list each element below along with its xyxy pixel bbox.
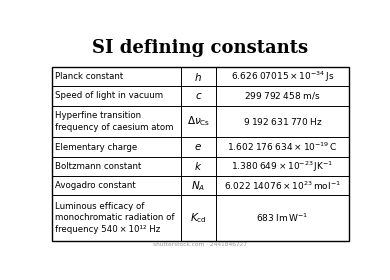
Text: Elementary charge: Elementary charge bbox=[55, 143, 138, 151]
Text: Speed of light in vacuum: Speed of light in vacuum bbox=[55, 92, 163, 101]
Text: shutterstock.com · 2441846727: shutterstock.com · 2441846727 bbox=[153, 242, 247, 247]
Bar bbox=[52, 67, 349, 241]
Text: $9\;192\;631\;770\;\mathrm{Hz}$: $9\;192\;631\;770\;\mathrm{Hz}$ bbox=[243, 116, 323, 127]
Text: $6.022\;14076 \times 10^{23}\,\mathrm{mol^{-1}}$: $6.022\;14076 \times 10^{23}\,\mathrm{mo… bbox=[224, 179, 341, 192]
Text: $K_{\mathrm{cd}}$: $K_{\mathrm{cd}}$ bbox=[190, 211, 207, 225]
Text: Avogadro constant: Avogadro constant bbox=[55, 181, 136, 190]
Text: $299\;792\;458\;\mathrm{m/s}$: $299\;792\;458\;\mathrm{m/s}$ bbox=[244, 90, 321, 101]
Text: SI defining constants: SI defining constants bbox=[92, 39, 308, 57]
Text: Boltzmann constant: Boltzmann constant bbox=[55, 162, 142, 171]
Text: $683\;\mathrm{lm\,W^{-1}}$: $683\;\mathrm{lm\,W^{-1}}$ bbox=[257, 212, 308, 224]
Text: $k$: $k$ bbox=[194, 160, 202, 172]
Text: $1.602\;176\;634 \times 10^{-19}\,\mathrm{C}$: $1.602\;176\;634 \times 10^{-19}\,\mathr… bbox=[227, 141, 338, 153]
Text: $c$: $c$ bbox=[195, 91, 202, 101]
Text: Planck constant: Planck constant bbox=[55, 72, 124, 81]
Text: $6.626\;07015 \times 10^{-34}\,\mathrm{Js}$: $6.626\;07015 \times 10^{-34}\,\mathrm{J… bbox=[231, 69, 334, 84]
Text: $1.380\;649 \times 10^{-23}\,\mathrm{JK^{-1}}$: $1.380\;649 \times 10^{-23}\,\mathrm{JK^… bbox=[231, 159, 334, 174]
Text: Hyperfine transition
frequency of caesium atom: Hyperfine transition frequency of caesiu… bbox=[55, 111, 174, 132]
Text: $e$: $e$ bbox=[195, 142, 202, 152]
Text: $h$: $h$ bbox=[195, 71, 202, 83]
Text: Luminous efficacy of
monochromatic radiation of
frequency 540 × 10¹² Hz: Luminous efficacy of monochromatic radia… bbox=[55, 202, 175, 234]
Text: $\Delta\nu_{\mathrm{Cs}}$: $\Delta\nu_{\mathrm{Cs}}$ bbox=[187, 115, 210, 129]
Text: $N_A$: $N_A$ bbox=[191, 179, 206, 193]
